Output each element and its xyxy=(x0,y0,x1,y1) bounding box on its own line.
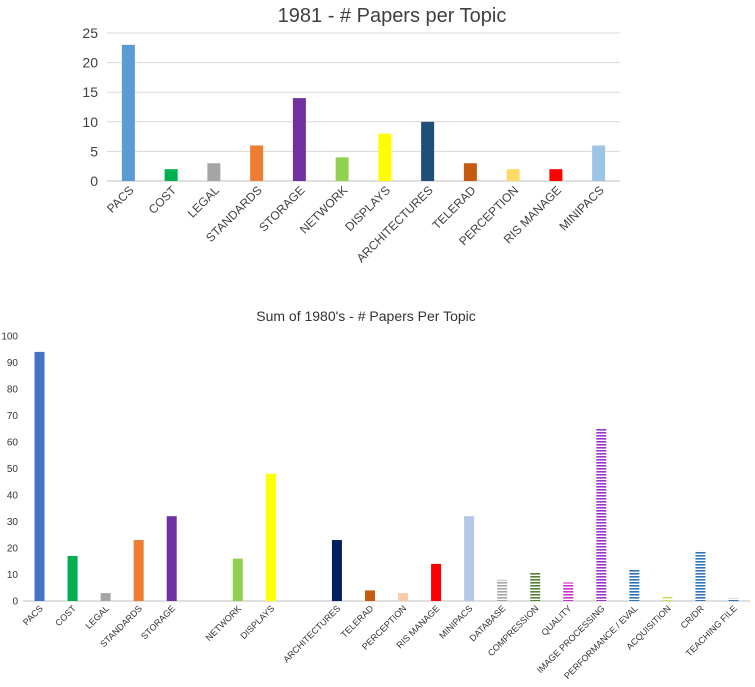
chart-1980s-title: Sum of 1980's - # Papers Per Topic xyxy=(256,308,476,324)
bar-performance-eval xyxy=(629,569,640,601)
y-tick-label: 90 xyxy=(7,358,19,369)
bar-teaching-file xyxy=(728,598,739,601)
x-tick-label: STORAGE xyxy=(139,603,177,641)
bar-storage xyxy=(166,516,177,601)
bar-cr-dr xyxy=(695,550,706,601)
y-tick-label: 5 xyxy=(90,143,98,159)
x-tick-label: PACS xyxy=(104,183,136,215)
bar-legal xyxy=(207,163,221,181)
bar-minipacs xyxy=(464,516,475,601)
y-tick-label: 80 xyxy=(7,385,19,396)
bar-architectures xyxy=(421,121,435,181)
bar-displays xyxy=(378,133,392,181)
y-tick-label: 30 xyxy=(7,517,19,528)
bar-pacs xyxy=(121,44,135,182)
x-tick-label: MINIPACS xyxy=(556,183,606,233)
bar-legal xyxy=(100,593,111,601)
bar-telerad xyxy=(463,163,477,181)
chart-1980s-y-axis: 0 10 20 30 40 50 60 70 80 90 100 xyxy=(1,332,750,608)
y-tick-label: 70 xyxy=(7,411,19,422)
chart-1980s-bars xyxy=(34,351,739,601)
bar-standards xyxy=(133,540,144,601)
y-tick-label: 25 xyxy=(82,25,98,41)
y-tick-label: 0 xyxy=(90,173,98,189)
x-tick-label: NETWORK xyxy=(204,603,244,643)
bar-acquisition xyxy=(662,595,673,601)
chart-1981-gridlines xyxy=(107,32,620,182)
chart-1981-title: 1981 - # Papers per Topic xyxy=(278,5,507,27)
x-tick-label: LEGAL xyxy=(83,603,111,631)
y-tick-label: 15 xyxy=(82,84,98,100)
x-tick-label: ARCHITECTURES xyxy=(281,603,342,664)
x-tick-label: COST xyxy=(146,183,180,217)
chart-1981-y-axis: 0 5 10 15 20 25 xyxy=(82,25,98,189)
bar-network xyxy=(335,157,349,181)
bar-ris-manage xyxy=(431,563,442,601)
bar-minipacs xyxy=(592,145,606,181)
x-tick-label: PACS xyxy=(21,603,45,627)
bar-compression xyxy=(530,571,541,601)
y-tick-label: 100 xyxy=(1,332,18,343)
y-tick-label: 20 xyxy=(82,55,98,71)
bar-cost xyxy=(67,555,78,601)
x-tick-label: LEGAL xyxy=(185,183,222,220)
chart-1981: 1981 - # Papers per Topic 0 5 10 15 20 25 PAC… xyxy=(82,5,620,265)
chart-1981-x-axis: PACS COST LEGALSTANDARDSSTORAGENETWORKDISP… xyxy=(104,183,607,266)
y-tick-label: 10 xyxy=(82,114,98,130)
chart-1981-bars xyxy=(121,44,606,182)
x-tick-label: COST xyxy=(53,603,78,628)
x-tick-label: QUALITY xyxy=(539,603,573,637)
bar-architectures xyxy=(331,540,342,601)
y-tick-label: 50 xyxy=(7,464,19,475)
bar-network xyxy=(232,558,243,601)
y-tick-label: 0 xyxy=(12,597,18,608)
bar-pacs xyxy=(34,351,45,601)
bar-quality xyxy=(563,582,574,601)
y-tick-label: 60 xyxy=(7,438,19,449)
y-tick-label: 10 xyxy=(7,570,19,581)
bar-standards xyxy=(250,145,264,181)
y-tick-label: 40 xyxy=(7,491,19,502)
chart-1980s: Sum of 1980's - # Papers Per Topic 0 10 20… xyxy=(1,308,750,681)
bar-storage xyxy=(292,98,306,181)
bar-cost xyxy=(164,169,178,181)
y-tick-label: 20 xyxy=(7,544,19,555)
bar-database xyxy=(497,579,508,601)
x-tick-label: DISPLAYS xyxy=(239,603,277,641)
bar-image-processing xyxy=(596,428,607,601)
x-tick-label: CR/DR xyxy=(679,603,707,631)
bar-telerad xyxy=(364,590,375,601)
x-tick-label: ARCHITECTURES xyxy=(354,183,436,265)
bar-perception xyxy=(506,169,520,181)
bar-perception xyxy=(398,593,409,601)
bar-displays xyxy=(265,473,276,601)
bar-ris-manage xyxy=(549,169,563,181)
